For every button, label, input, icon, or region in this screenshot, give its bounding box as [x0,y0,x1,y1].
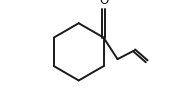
Text: O: O [99,0,108,7]
